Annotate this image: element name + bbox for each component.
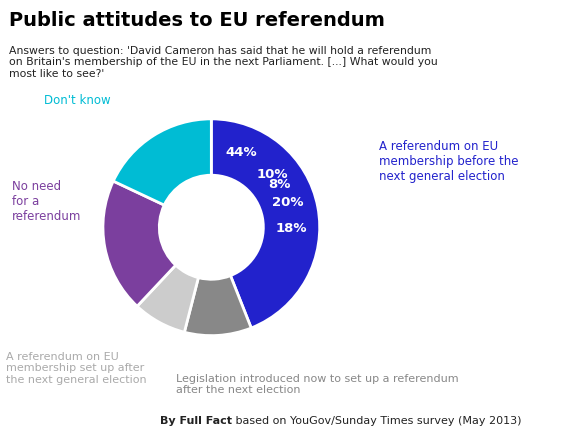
Text: Public attitudes to EU referendum: Public attitudes to EU referendum <box>9 11 384 30</box>
Wedge shape <box>113 119 211 205</box>
Text: 44%: 44% <box>225 146 257 160</box>
Text: 20%: 20% <box>272 196 303 209</box>
Text: 18%: 18% <box>276 222 307 235</box>
Wedge shape <box>103 181 176 306</box>
Wedge shape <box>184 276 251 336</box>
Wedge shape <box>137 265 198 332</box>
Text: Legislation introduced now to set up a referendum
after the next election: Legislation introduced now to set up a r… <box>176 374 458 395</box>
Text: 8%: 8% <box>268 178 291 191</box>
Wedge shape <box>211 119 320 328</box>
Text: Don't know: Don't know <box>44 94 111 107</box>
Text: A referendum on EU
membership set up after
the next general election: A referendum on EU membership set up aft… <box>6 352 147 385</box>
Text: By Full Fact: By Full Fact <box>160 416 232 426</box>
Text: No need
for a
referendum: No need for a referendum <box>12 180 81 222</box>
Text: A referendum on EU
membership before the
next general election: A referendum on EU membership before the… <box>379 140 518 183</box>
Text: Answers to question: 'David Cameron has said that he will hold a referendum
on B: Answers to question: 'David Cameron has … <box>9 46 437 79</box>
Text: based on YouGov/Sunday Times survey (May 2013): based on YouGov/Sunday Times survey (May… <box>232 416 521 426</box>
Text: 10%: 10% <box>256 168 288 181</box>
